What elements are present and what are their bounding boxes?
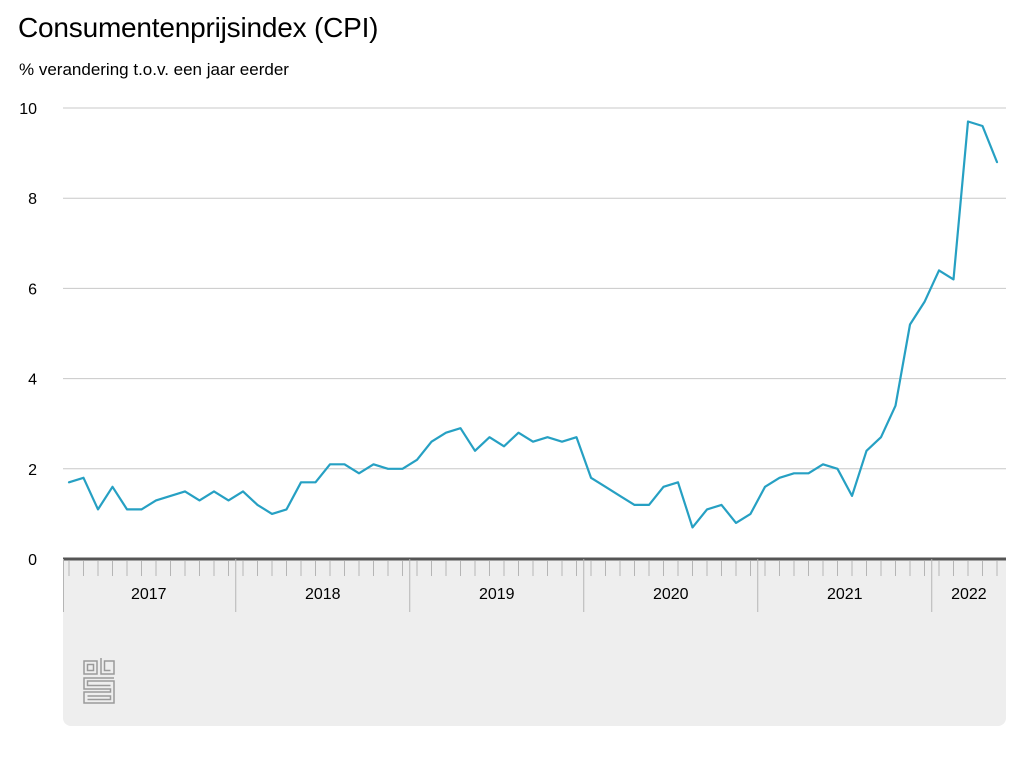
- x-tick-label: 2022: [951, 586, 987, 603]
- y-tick-label: 4: [28, 372, 37, 389]
- y-tick-label: 6: [28, 281, 37, 298]
- y-tick-label: 8: [28, 191, 37, 208]
- cbs-logo: [83, 658, 115, 704]
- x-tick-label: 2021: [827, 586, 863, 603]
- chart-title: Consumentenprijsindex (CPI): [18, 12, 379, 43]
- x-tick-label: 2020: [653, 586, 689, 603]
- y-tick-label: 2: [28, 462, 37, 479]
- x-axis-band: [63, 559, 1006, 613]
- y-tick-label: 10: [19, 101, 37, 118]
- chart-subtitle: % verandering t.o.v. een jaar eerder: [19, 60, 289, 79]
- x-tick-label: 2019: [479, 586, 515, 603]
- y-tick-label: 0: [28, 552, 37, 569]
- series-line: [67, 120, 999, 529]
- x-tick-label: 2018: [305, 586, 341, 603]
- x-tick-label: 2017: [131, 586, 167, 603]
- chart-footer: [63, 612, 1006, 726]
